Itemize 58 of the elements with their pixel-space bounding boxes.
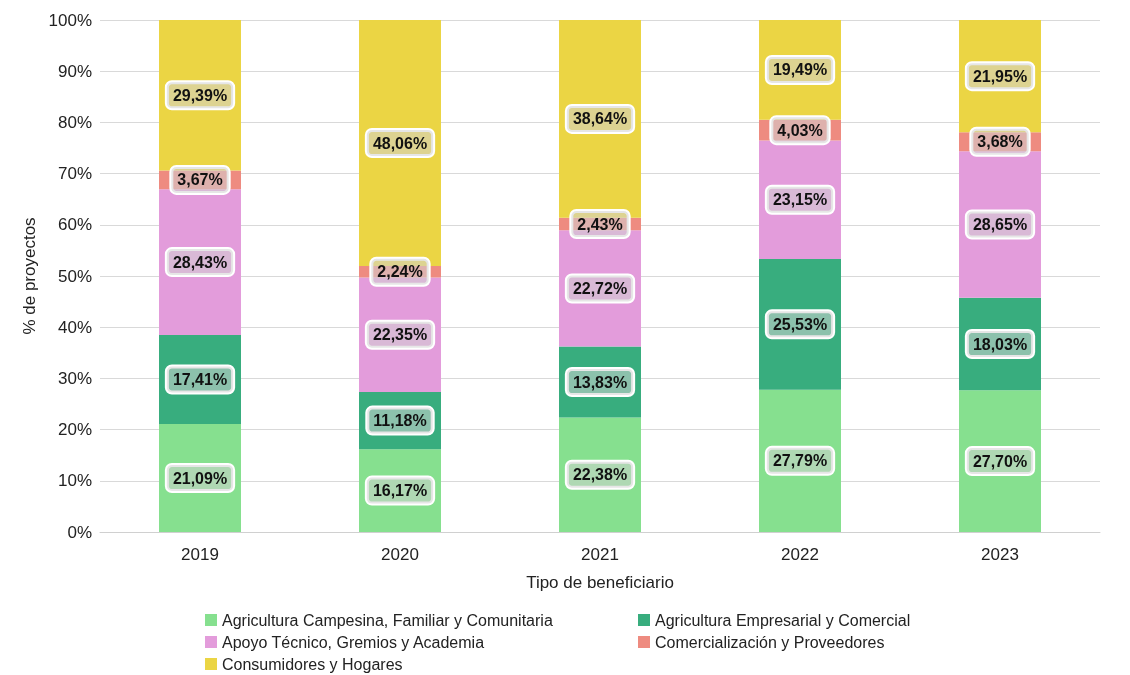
bar (359, 391, 441, 450)
y-tick-label: 100% (48, 10, 92, 30)
data-label: 38,64% (572, 110, 628, 128)
y-tick-label: 60% (57, 215, 92, 235)
y-tick-label: 50% (57, 266, 92, 286)
y-tick-label: 0% (67, 522, 92, 542)
y-tick-label: 80% (57, 112, 92, 132)
data-label: 27,70% (972, 452, 1028, 470)
data-label: 16,17% (372, 482, 428, 500)
bar (559, 417, 641, 532)
x-tick-label: 2021 (581, 545, 619, 564)
data-label: 27,79% (772, 452, 828, 470)
y-tick-label: 30% (57, 368, 92, 388)
y-tick-label: 70% (57, 164, 92, 184)
data-label: 28,65% (972, 216, 1028, 234)
x-axis-title: Tipo de beneficiario (526, 573, 674, 592)
data-label: 11,18% (373, 412, 427, 430)
y-axis-title: % de proyectos (19, 217, 39, 335)
legend-label: Agricultura Empresarial y Comercial (655, 611, 911, 629)
x-tick-label: 2023 (981, 545, 1019, 564)
y-tick-label: 10% (57, 471, 92, 491)
y-tick-label: 90% (57, 61, 92, 81)
data-label: 29,39% (172, 86, 228, 104)
bar (159, 334, 241, 425)
bar (959, 390, 1041, 532)
data-label: 13,83% (572, 373, 628, 391)
data-label: 2,43% (577, 215, 623, 233)
data-label: 22,38% (572, 466, 628, 484)
legend-label: Comercialización y Proveedores (655, 633, 885, 651)
bar (759, 259, 841, 390)
data-label: 3,68% (977, 133, 1023, 151)
bar (159, 424, 241, 532)
data-label: 28,43% (172, 253, 228, 271)
y-tick-label: 40% (57, 317, 92, 337)
data-label: 23,15% (772, 191, 828, 209)
data-label: 25,53% (772, 315, 828, 333)
x-tick-label: 2020 (381, 545, 419, 564)
data-label: 18,03% (972, 335, 1028, 353)
bar (559, 346, 641, 418)
data-label: 3,67% (177, 171, 223, 189)
data-label: 21,95% (972, 67, 1028, 85)
data-label: 21,09% (172, 469, 228, 487)
data-label: 4,03% (777, 121, 823, 139)
legend-label: Agricultura Campesina, Familiar y Comunitaria (222, 611, 553, 629)
x-tick-label: 2019 (181, 545, 219, 564)
bar (359, 449, 441, 532)
x-tick-label: 2022 (781, 545, 819, 564)
legend-label: Apoyo Técnico, Gremios y Academia (222, 633, 485, 651)
legend-label: Consumidores y Hogares (222, 655, 403, 673)
data-label: 22,35% (372, 326, 428, 344)
y-tick-label: 20% (57, 420, 92, 440)
data-label: 48,06% (372, 134, 428, 152)
data-label: 22,72% (572, 279, 628, 297)
bar (959, 297, 1041, 391)
data-label: 2,24% (377, 263, 423, 281)
data-label: 17,41% (172, 370, 228, 388)
bar (759, 389, 841, 532)
data-label: 19,49% (772, 61, 828, 79)
